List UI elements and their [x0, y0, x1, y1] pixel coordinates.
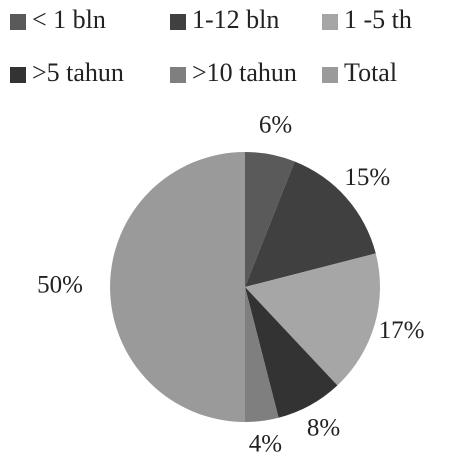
legend-swatch [170, 14, 186, 30]
pie-slice [245, 287, 279, 422]
data-label: 6% [259, 112, 292, 139]
pie-slice [245, 152, 295, 287]
legend-swatch [322, 67, 338, 83]
legend-label: 1-12 bln [192, 5, 279, 34]
legend-swatch [170, 67, 186, 83]
legend-label: >5 tahun [32, 58, 124, 87]
legend-label: Total [344, 58, 397, 87]
legend-swatch [10, 14, 26, 30]
legend-swatch [322, 14, 338, 30]
legend-swatch [10, 67, 26, 83]
legend-label: >10 tahun [192, 58, 297, 87]
pie-slice [110, 152, 246, 422]
data-label: 8% [307, 415, 340, 442]
legend-label: 1 -5 th [344, 5, 412, 34]
pie-slice [245, 287, 338, 418]
data-label: 15% [344, 164, 390, 191]
pie-slice [245, 161, 376, 287]
data-label: 4% [249, 431, 282, 458]
pie-slice [245, 253, 380, 386]
data-label: 17% [379, 317, 425, 344]
legend-label: < 1 bln [32, 5, 106, 34]
data-label: 50% [37, 272, 83, 299]
